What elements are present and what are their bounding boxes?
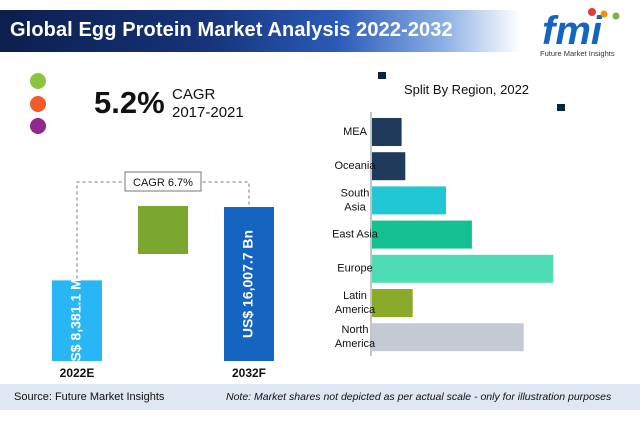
region-bar-2 bbox=[372, 186, 446, 215]
logo-dot-red bbox=[588, 8, 596, 16]
region-label: America bbox=[335, 338, 376, 350]
growth-box bbox=[138, 206, 188, 254]
region-bar-1 bbox=[372, 152, 406, 181]
title-band bbox=[0, 10, 520, 52]
logo-text: fmi bbox=[542, 9, 603, 53]
decorative-square bbox=[557, 104, 565, 111]
cagr-annotation: CAGR 6.7% bbox=[133, 177, 193, 189]
region-chart-title: Split By Region, 2022 bbox=[404, 82, 530, 97]
region-label: Asia bbox=[344, 201, 366, 213]
region-label: Oceania bbox=[335, 160, 377, 172]
bar-value-label: US$ 16,007.7 Bn bbox=[240, 230, 256, 338]
region-label: Europe bbox=[337, 263, 372, 275]
note-text: Note: Market shares not depicted as per … bbox=[226, 391, 612, 403]
decorative-square bbox=[378, 72, 386, 79]
bar-2022E bbox=[52, 280, 102, 361]
header: Global Egg Protein Market Analysis 2022-… bbox=[0, 0, 640, 68]
region-label: MEA bbox=[343, 126, 368, 138]
logo-dot-green bbox=[612, 12, 620, 20]
region-label: Latin bbox=[343, 290, 367, 302]
source-text: Source: Future Market Insights bbox=[14, 391, 165, 403]
x-tick-label: 2022E bbox=[60, 366, 95, 380]
region-bar-0 bbox=[372, 118, 402, 146]
logo-dot-orange bbox=[600, 10, 608, 18]
region-bar-5 bbox=[372, 289, 413, 317]
region-bar-3 bbox=[372, 220, 472, 249]
legend-dot-purple bbox=[30, 118, 46, 134]
fmi-logo: fmi bbox=[542, 8, 620, 53]
logo-subtitle: Future Market Insights bbox=[540, 49, 615, 58]
legend-dot-green bbox=[30, 73, 46, 89]
region-bar-6 bbox=[372, 323, 524, 352]
x-tick-label: 2032F bbox=[232, 366, 266, 380]
region-label: South bbox=[341, 187, 370, 199]
cagr-years: 2017-2021 bbox=[172, 104, 244, 121]
region-split-chart: MEA Oceania South Asia East Asia Europe Latin A… bbox=[332, 112, 554, 356]
footer-band bbox=[0, 384, 640, 410]
region-label: North bbox=[342, 324, 369, 336]
cagr-annotation-box bbox=[124, 171, 202, 192]
bar-value-label: US$ 8,381.1 Mn bbox=[68, 270, 84, 372]
page-title: Global Egg Protein Market Analysis 2022-… bbox=[10, 19, 453, 41]
cagr-value: 5.2% bbox=[94, 85, 165, 120]
cagr-label: CAGR bbox=[172, 86, 216, 103]
region-bar-4 bbox=[372, 254, 554, 283]
bar-2032F bbox=[224, 207, 274, 361]
region-label: America bbox=[335, 304, 376, 316]
legend-dot-orange bbox=[30, 96, 46, 112]
region-label: East Asia bbox=[332, 229, 379, 241]
